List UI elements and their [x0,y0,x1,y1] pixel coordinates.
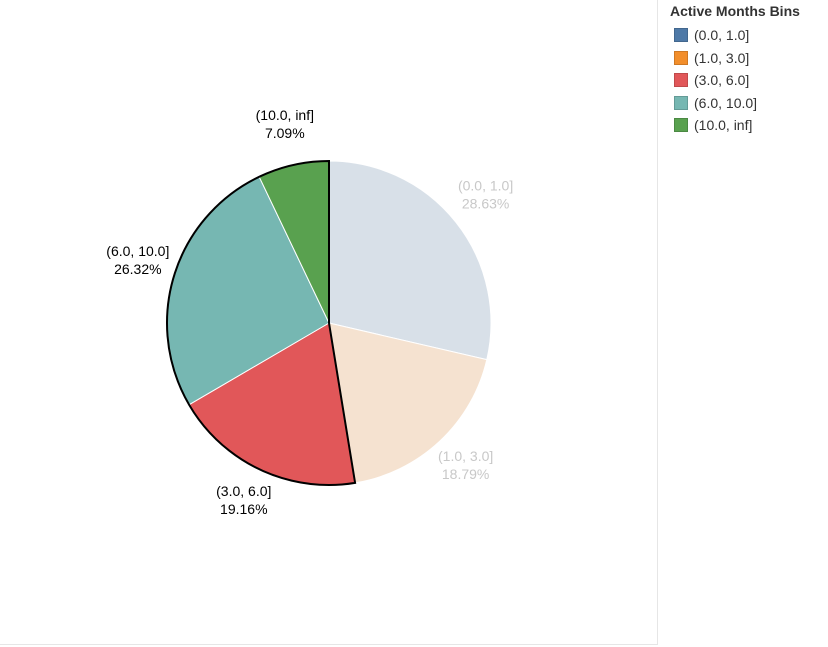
slice-value-1-0-3-0: 18.79% [442,466,489,482]
slice-label-6-0-10-0: (6.0, 10.0] 26.32% [106,243,169,277]
pie-slice-1-0-3-0[interactable] [328,322,488,484]
selection-outline [166,159,357,486]
legend-swatch [674,50,688,65]
pie-chart: (0.0, 1.0] 28.63% (1.0, 3.0] 18.79% (3.0, 6.… [106,107,513,517]
legend-label: (3.0, 6.0] [694,72,750,89]
slice-label-0-0-1-0: (0.0, 1.0] 28.63% [458,178,513,212]
legend: Active Months Bins (0.0, 1.0] (1.0, 3.0](… [670,3,825,137]
legend-label: (6.0, 10.0] [694,94,758,111]
legend-item-3-0-6-0[interactable]: (3.0, 6.0] [670,69,825,92]
legend-item-1-0-3-0[interactable]: (1.0, 3.0] [670,47,825,70]
legend-swatch [674,73,688,88]
legend-swatch [674,28,688,43]
legend-swatch [674,95,688,110]
legend-swatch [674,118,688,133]
slice-label-1-0-3-0: (1.0, 3.0] 18.79% [438,448,493,482]
legend-item-10-0-inf[interactable]: (10.0, inf] [670,114,825,137]
legend-label: (10.0, inf] [694,117,753,134]
slice-value-10-0-inf: 7.09% [265,125,305,141]
legend-item-6-0-10-0[interactable]: (6.0, 10.0] [670,92,825,115]
slice-value-3-0-6-0: 19.16% [220,501,267,517]
legend-items: (0.0, 1.0] (1.0, 3.0] (3.0, 6.0] (6.0, 10.0… [670,24,825,137]
legend-label: (0.0, 1.0] [694,27,750,44]
legend-item-0-0-1-0[interactable]: (0.0, 1.0] [670,24,825,47]
pie-slice-0-0-1-0[interactable] [328,160,492,361]
slice-label-10-0-inf: (10.0, inf] 7.09% [256,107,314,141]
chart-panel: (0.0, 1.0] 28.63% (1.0, 3.0] 18.79% (3.0, 6.… [0,0,658,645]
slice-value-0-0-1-0: 28.63% [462,196,509,212]
slice-label-3-0-6-0: (3.0, 6.0] 19.16% [216,483,271,517]
legend-title: Active Months Bins [670,3,800,19]
legend-label: (1.0, 3.0] [694,49,750,66]
slice-value-6-0-10-0: 26.32% [114,261,161,277]
